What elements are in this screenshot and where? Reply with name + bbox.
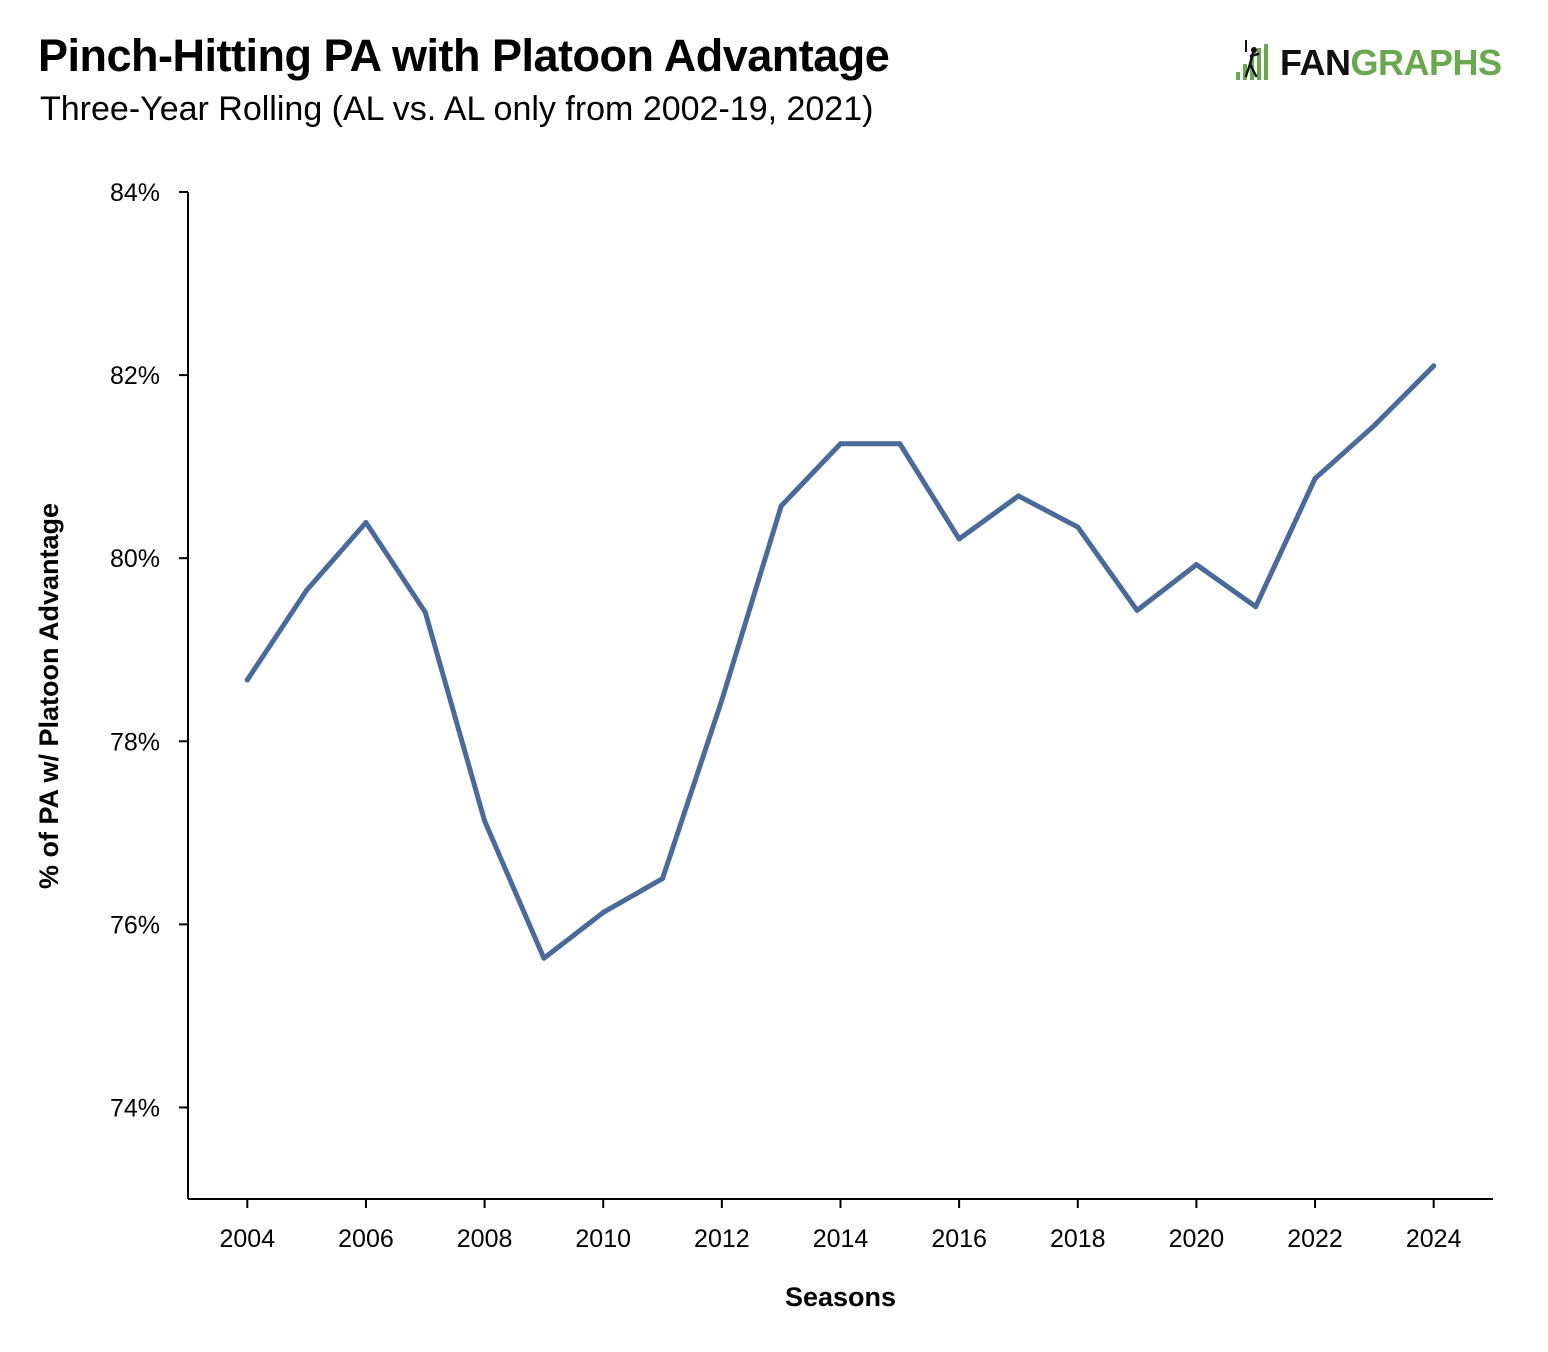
- chart-subtitle: Three-Year Rolling (AL vs. AL only from …: [40, 90, 874, 128]
- data-point: [897, 441, 903, 447]
- x-tick-label: 2018: [1050, 1225, 1106, 1253]
- chart-title: Pinch-Hitting PA with Platoon Advantage: [38, 30, 890, 81]
- y-tick-label: 78%: [110, 728, 160, 756]
- data-point: [1193, 562, 1199, 568]
- x-tick-label: 2022: [1287, 1225, 1343, 1253]
- x-tick-label: 2004: [220, 1225, 276, 1253]
- data-point: [1312, 476, 1318, 482]
- data-point: [838, 441, 843, 447]
- data-point: [304, 587, 310, 593]
- y-tick-label: 84%: [110, 179, 160, 207]
- logo-text-graphs: GRAPHS: [1350, 42, 1503, 83]
- x-tick-label: 2010: [575, 1225, 631, 1253]
- x-tick-label: 2006: [338, 1225, 394, 1253]
- fangraphs-logo: FANGRAPHS: [1234, 40, 1514, 86]
- series-line: [244, 363, 1437, 961]
- x-tick-label: 2012: [694, 1225, 750, 1253]
- data-point: [1431, 363, 1437, 369]
- data-point: [1253, 604, 1259, 610]
- data-point: [778, 503, 784, 509]
- data-point: [1015, 493, 1021, 499]
- data-point: [660, 876, 666, 882]
- batter-icon: [1236, 40, 1268, 80]
- data-point: [482, 818, 488, 824]
- data-point: [422, 609, 428, 615]
- y-tick-label: 74%: [110, 1094, 160, 1122]
- x-tick-label: 2020: [1169, 1225, 1225, 1253]
- x-tick-label: 2014: [813, 1225, 869, 1253]
- y-tick-label: 76%: [110, 911, 160, 939]
- data-point: [719, 697, 725, 703]
- x-tick-label: 2024: [1406, 1225, 1462, 1253]
- x-tick-label: 2008: [457, 1225, 513, 1253]
- data-point: [541, 955, 547, 961]
- y-axis-label: % of PA w/ Platoon Advantage: [34, 503, 64, 889]
- data-point: [1075, 524, 1081, 530]
- logo-text-fan: FAN: [1280, 42, 1351, 83]
- x-tick-label: 2016: [931, 1225, 987, 1253]
- data-point: [956, 536, 962, 542]
- data-point: [1134, 607, 1140, 613]
- x-axis-label: Seasons: [785, 1282, 896, 1312]
- data-point: [1371, 422, 1377, 428]
- data-point: [600, 909, 606, 915]
- data-point: [363, 519, 369, 525]
- data-point: [244, 677, 250, 683]
- y-tick-label: 80%: [110, 545, 160, 573]
- y-tick-label: 82%: [110, 362, 160, 390]
